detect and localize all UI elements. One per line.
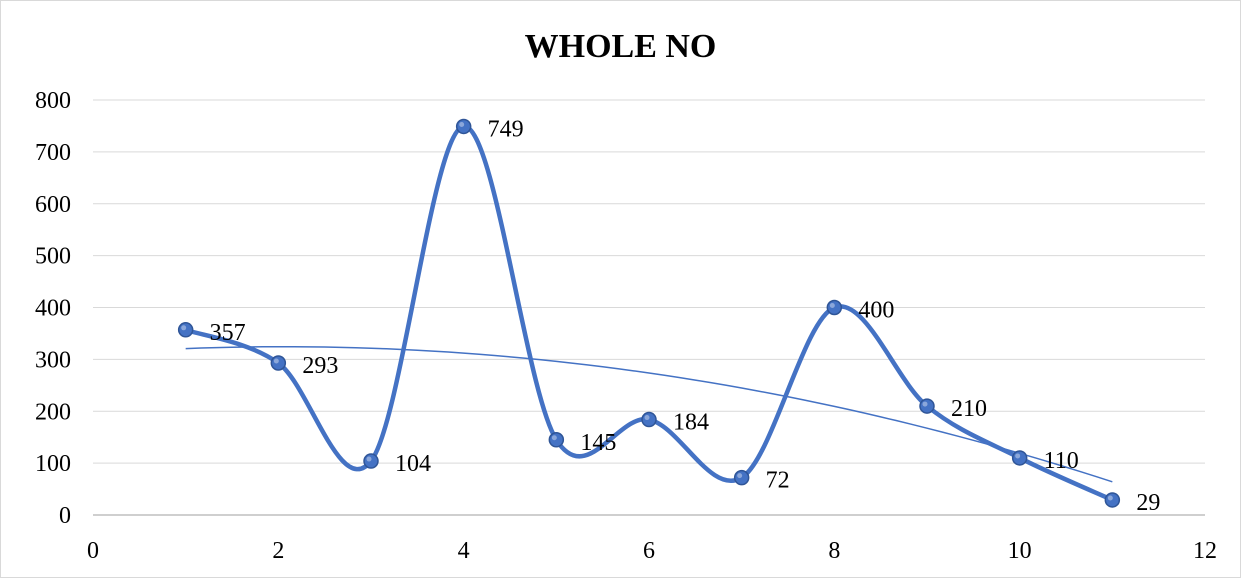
x-tick-label: 12 [1193, 538, 1217, 564]
series-layer [183, 124, 1115, 503]
trendline [185, 345, 1113, 483]
data-label: 293 [302, 353, 338, 379]
marker-layer [177, 118, 1121, 508]
data-label-layer: 357 293 104 749 145 184 72 400 210 110 29 [210, 116, 1161, 516]
data-point-marker [1011, 450, 1028, 466]
y-tick-label: 600 [35, 192, 71, 218]
data-label: 110 [1044, 448, 1079, 474]
data-label: 184 [673, 410, 709, 436]
data-point-marker [363, 453, 379, 469]
data-point-marker [919, 398, 935, 414]
data-label: 210 [951, 396, 987, 422]
series-line [183, 124, 1115, 503]
data-point-marker [270, 355, 287, 371]
data-label: 145 [580, 430, 616, 456]
trendline-layer [185, 345, 1113, 483]
tick-label-layer: 0 100 200 300 400 500 600 700 800 0 2 4 6 8 10 12 [35, 88, 1217, 564]
y-tick-label: 700 [35, 140, 71, 166]
data-label: 104 [395, 451, 431, 477]
data-point-marker [733, 469, 750, 486]
y-tick-label: 500 [35, 244, 71, 270]
marker-highlight [737, 473, 743, 479]
data-label: 72 [766, 468, 790, 494]
x-tick-label: 4 [458, 538, 470, 564]
x-tick-label: 10 [1008, 538, 1032, 564]
chart-title: WHOLE NO [524, 28, 717, 65]
data-label: 29 [1136, 490, 1160, 516]
data-point-marker [548, 432, 565, 448]
x-tick-label: 2 [272, 538, 284, 564]
marker-highlight [1015, 453, 1021, 459]
marker-highlight [1107, 495, 1113, 501]
data-point-marker [1104, 492, 1121, 508]
marker-highlight [829, 303, 835, 308]
x-tick-label: 0 [87, 538, 99, 564]
y-tick-label: 300 [35, 347, 71, 373]
y-tick-label: 400 [35, 296, 71, 322]
marker-highlight [551, 435, 557, 441]
data-point-marker [455, 118, 472, 135]
marker-highlight [273, 358, 279, 364]
marker-highlight [644, 415, 650, 421]
x-tick-label: 8 [828, 538, 840, 564]
x-tick-label: 6 [643, 538, 655, 564]
y-tick-label: 100 [35, 451, 71, 477]
data-label: 357 [210, 320, 246, 346]
y-tick-label: 0 [59, 503, 71, 529]
data-point-marker [177, 322, 194, 338]
data-label: 749 [488, 116, 524, 142]
marker-highlight [366, 456, 372, 462]
data-label: 400 [858, 298, 894, 324]
marker-highlight [922, 401, 928, 407]
y-tick-label: 800 [35, 88, 71, 114]
data-point-marker [641, 411, 657, 428]
data-point-marker [826, 299, 843, 316]
marker-highlight [459, 121, 465, 127]
y-tick-label: 200 [35, 399, 71, 425]
marker-highlight [181, 325, 187, 331]
grid-lines [93, 99, 1205, 464]
